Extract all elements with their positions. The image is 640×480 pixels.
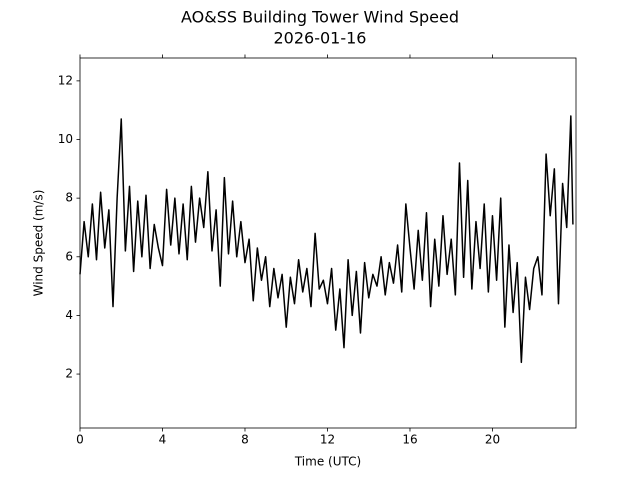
x-tick-label: 0: [76, 433, 84, 447]
chart-title: AO&SS Building Tower Wind Speed: [181, 8, 459, 27]
y-tick-label: 6: [65, 249, 73, 263]
x-axis-label: Time (UTC): [294, 455, 361, 469]
y-tick-label: 10: [58, 132, 73, 146]
x-tick-label: 4: [159, 433, 167, 447]
x-tick-label: 20: [485, 433, 500, 447]
x-tick-label: 8: [241, 433, 249, 447]
y-tick-label: 4: [65, 308, 73, 322]
y-tick-label: 2: [65, 367, 73, 381]
series-line: [79, 115, 574, 364]
chart-subtitle: 2026-01-16: [274, 29, 367, 48]
y-tick-label: 12: [58, 73, 73, 87]
y-axis-label: Wind Speed (m/s): [32, 190, 46, 297]
x-tick-label: 12: [320, 433, 335, 447]
y-tick-label: 8: [65, 191, 73, 205]
x-tick-label: 16: [402, 433, 417, 447]
plot-frame: [79, 57, 577, 429]
